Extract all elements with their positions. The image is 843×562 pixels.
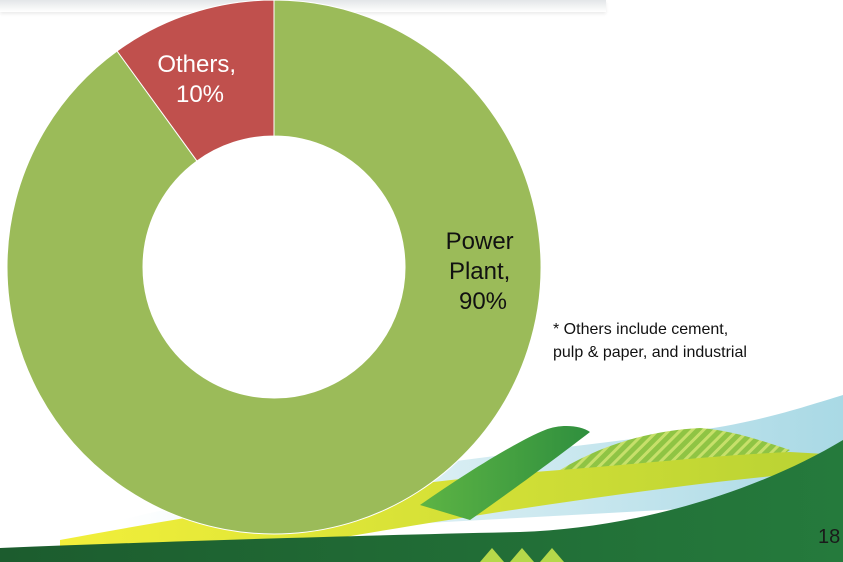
slice-label-power-plant-line2: Plant, <box>449 258 510 285</box>
footnote-line-2: pulp & paper, and industrial <box>553 344 747 361</box>
donut-chart <box>6 0 542 535</box>
slice-label-others: Others, 10% <box>157 51 242 108</box>
slice-label-others-name: Others, <box>157 51 236 78</box>
slice-label-power-plant-value: 90% <box>459 288 507 315</box>
footnote-line-1: * Others include cement, <box>553 321 729 338</box>
slice-label-power-plant: Power Plant, 90% <box>446 228 521 315</box>
slice-label-power-plant-line1: Power <box>446 228 514 255</box>
donut-slice-power-plant <box>6 0 542 535</box>
page-number: 18 <box>818 526 841 548</box>
wave-mid-green <box>420 426 590 520</box>
donut-slice-others <box>116 0 275 162</box>
chevron-arrows-icon <box>480 548 564 562</box>
wave-dark-green <box>0 440 843 562</box>
slice-label-others-value: 10% <box>176 81 224 108</box>
footnote: * Others include cement, pulp & paper, a… <box>553 318 747 364</box>
